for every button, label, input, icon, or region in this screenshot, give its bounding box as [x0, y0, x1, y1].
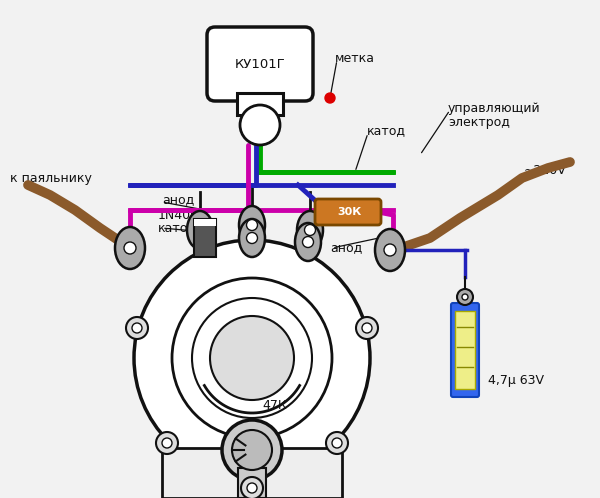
Circle shape: [384, 244, 396, 256]
Text: 30К: 30К: [337, 207, 361, 217]
Circle shape: [326, 432, 348, 454]
Circle shape: [162, 438, 172, 448]
Circle shape: [132, 323, 142, 333]
Bar: [162, 448, 342, 498]
Circle shape: [362, 323, 372, 333]
Text: 4,7μ 63V: 4,7μ 63V: [488, 374, 544, 386]
Text: к паяльнику: к паяльнику: [10, 171, 92, 184]
Circle shape: [156, 432, 178, 454]
Circle shape: [210, 316, 294, 400]
FancyBboxPatch shape: [315, 199, 381, 225]
Circle shape: [332, 438, 342, 448]
Text: катод: катод: [367, 124, 406, 137]
Ellipse shape: [297, 211, 323, 249]
Circle shape: [462, 294, 468, 300]
Circle shape: [457, 289, 473, 305]
Circle shape: [247, 483, 257, 493]
Circle shape: [247, 233, 257, 244]
Bar: [194, 219, 216, 226]
Bar: [194, 219, 216, 257]
Ellipse shape: [295, 223, 321, 261]
Circle shape: [124, 242, 136, 254]
Text: катод: катод: [158, 222, 197, 235]
Text: метка: метка: [335, 51, 375, 65]
Circle shape: [241, 477, 263, 498]
Circle shape: [247, 220, 257, 231]
Text: ~220V: ~220V: [524, 163, 567, 176]
Circle shape: [302, 237, 314, 248]
Bar: [238, 468, 266, 498]
Circle shape: [222, 420, 282, 480]
Text: электрод: электрод: [448, 116, 510, 128]
Bar: [455, 311, 475, 389]
Circle shape: [134, 240, 370, 476]
Text: 1N4007: 1N4007: [158, 209, 207, 222]
Circle shape: [126, 317, 148, 339]
Bar: [237, 93, 283, 115]
Text: анод: анод: [162, 194, 194, 207]
Ellipse shape: [115, 227, 145, 269]
Circle shape: [240, 105, 280, 145]
Circle shape: [194, 225, 205, 236]
Text: КУ101Г: КУ101Г: [235, 57, 286, 71]
Text: анод: анод: [330, 242, 362, 254]
Ellipse shape: [375, 229, 405, 271]
Ellipse shape: [187, 211, 213, 249]
Circle shape: [232, 430, 272, 470]
Circle shape: [356, 317, 378, 339]
Text: управляющий: управляющий: [448, 102, 541, 115]
Text: 47К: 47К: [263, 398, 287, 411]
Circle shape: [305, 225, 316, 236]
Ellipse shape: [239, 206, 265, 244]
FancyBboxPatch shape: [451, 303, 479, 397]
FancyBboxPatch shape: [207, 27, 313, 101]
Circle shape: [325, 93, 335, 103]
Ellipse shape: [239, 219, 265, 257]
